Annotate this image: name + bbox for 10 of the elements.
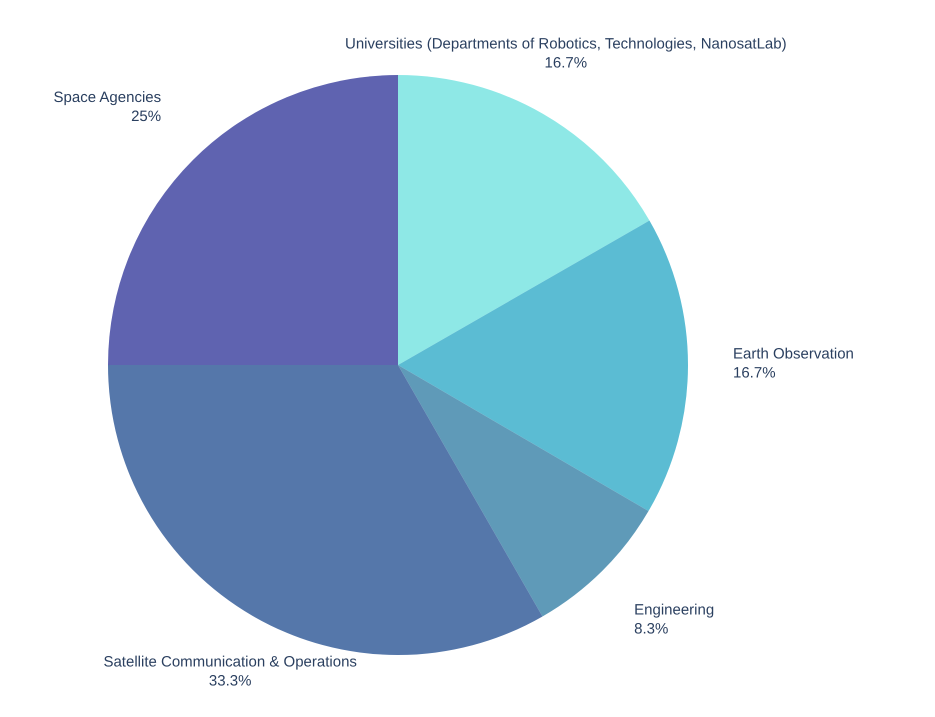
data-label: 33.3% — [208, 672, 252, 690]
slice-label: Engineering — [634, 601, 714, 618]
slice-label: Space Agencies — [54, 88, 162, 106]
data-label: 16.7% — [733, 364, 776, 382]
data-label: 25% — [131, 108, 162, 125]
data-label: 8.3% — [634, 620, 668, 638]
data-label: 16.7% — [544, 54, 588, 72]
slice-label: Universities (Departments of Robotics, Technologies, NanosatLab) — [345, 36, 787, 53]
slice-label: Satellite Communication & Operations — [103, 654, 357, 671]
slice-label: Earth Observation — [733, 346, 854, 363]
